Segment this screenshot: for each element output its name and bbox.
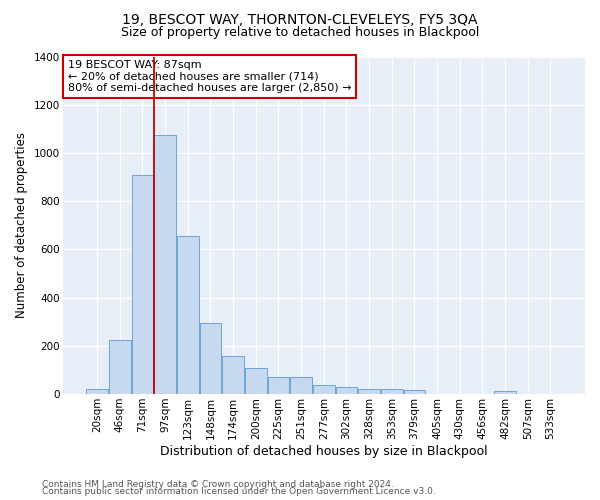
Bar bbox=[494, 391, 516, 394]
Bar bbox=[358, 388, 380, 394]
Bar bbox=[268, 376, 289, 394]
Text: 19, BESCOT WAY, THORNTON-CLEVELEYS, FY5 3QA: 19, BESCOT WAY, THORNTON-CLEVELEYS, FY5 … bbox=[122, 12, 478, 26]
Bar bbox=[223, 356, 244, 394]
Bar bbox=[109, 340, 131, 394]
Text: 19 BESCOT WAY: 87sqm
← 20% of detached houses are smaller (714)
80% of semi-deta: 19 BESCOT WAY: 87sqm ← 20% of detached h… bbox=[68, 60, 352, 93]
Bar bbox=[86, 389, 108, 394]
Bar bbox=[335, 388, 357, 394]
X-axis label: Distribution of detached houses by size in Blackpool: Distribution of detached houses by size … bbox=[160, 444, 488, 458]
Bar bbox=[290, 376, 312, 394]
Text: Contains public sector information licensed under the Open Government Licence v3: Contains public sector information licen… bbox=[42, 487, 436, 496]
Text: Contains HM Land Registry data © Crown copyright and database right 2024.: Contains HM Land Registry data © Crown c… bbox=[42, 480, 394, 489]
Bar bbox=[177, 236, 199, 394]
Bar bbox=[131, 174, 153, 394]
Text: Size of property relative to detached houses in Blackpool: Size of property relative to detached ho… bbox=[121, 26, 479, 39]
Bar bbox=[245, 368, 266, 394]
Bar bbox=[200, 323, 221, 394]
Bar bbox=[404, 390, 425, 394]
Bar bbox=[154, 135, 176, 394]
Bar bbox=[313, 385, 335, 394]
Bar bbox=[381, 389, 403, 394]
Y-axis label: Number of detached properties: Number of detached properties bbox=[15, 132, 28, 318]
